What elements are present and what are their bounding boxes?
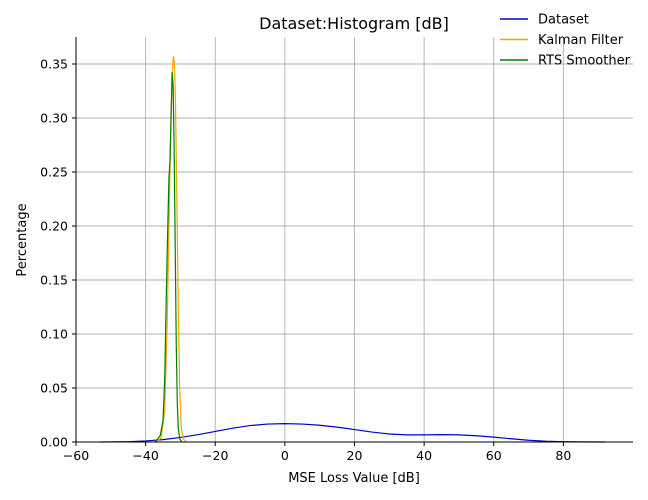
y-tick-label: 0.25 bbox=[40, 165, 68, 180]
y-tick-label: 0.15 bbox=[40, 273, 68, 288]
x-tick-label: −20 bbox=[202, 448, 228, 463]
legend: Dataset Kalman Filter RTS Smoother bbox=[500, 13, 631, 69]
series-line-dataset bbox=[100, 423, 606, 443]
legend-label: RTS Smoother bbox=[538, 54, 631, 69]
y-tick-label: 0.20 bbox=[40, 219, 68, 234]
y-tick-label: 0.05 bbox=[40, 381, 68, 396]
series-line-rts-smoother bbox=[154, 72, 183, 443]
y-axis-label: Percentage bbox=[15, 203, 30, 276]
y-tick-label: 0.35 bbox=[40, 57, 68, 72]
x-tick-label: 40 bbox=[416, 448, 432, 463]
x-tick-label: 0 bbox=[281, 448, 289, 463]
x-axis-label: MSE Loss Value [dB] bbox=[288, 471, 420, 486]
y-tick-label: 0.00 bbox=[40, 435, 68, 450]
legend-label: Kalman Filter bbox=[538, 33, 624, 48]
y-tick-label: 0.30 bbox=[40, 111, 68, 126]
x-tick-label: 80 bbox=[555, 448, 571, 463]
grid-lines bbox=[76, 37, 633, 442]
y-ticks: 0.00 0.05 0.10 0.15 0.20 0.25 0.30 0.35 bbox=[40, 57, 76, 450]
x-ticks: −60 −40 −20 0 20 40 60 80 bbox=[63, 442, 571, 463]
chart-title: Dataset:Histogram [dB] bbox=[259, 14, 449, 33]
series-lines bbox=[100, 55, 606, 443]
y-tick-label: 0.10 bbox=[40, 327, 68, 342]
x-tick-label: 60 bbox=[486, 448, 502, 463]
x-tick-label: −60 bbox=[63, 448, 89, 463]
x-tick-label: −40 bbox=[132, 448, 158, 463]
series-line-kalman-filter bbox=[155, 55, 187, 443]
legend-label: Dataset bbox=[538, 13, 589, 28]
x-tick-label: 20 bbox=[347, 448, 363, 463]
